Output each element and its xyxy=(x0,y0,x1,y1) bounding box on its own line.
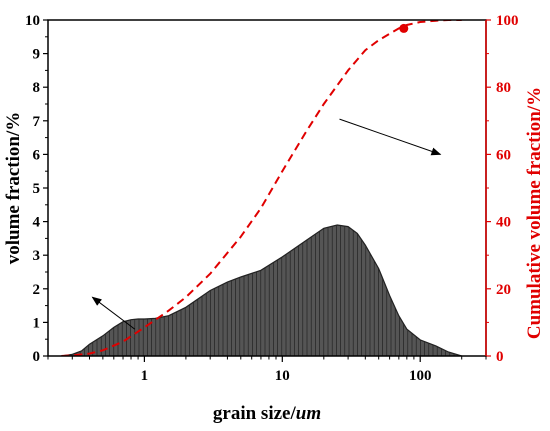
left-tick-label: 9 xyxy=(33,47,41,63)
bottom-axis: 1 10 100 xyxy=(47,356,487,384)
right-tick-label: 100 xyxy=(496,13,519,29)
right-tick-label: 0 xyxy=(496,349,504,365)
left-tick-label: 1 xyxy=(33,315,41,331)
arrow-to-left-axis xyxy=(91,296,136,330)
volume-fraction-area xyxy=(61,224,486,356)
y-axis-title-right: Cumulative volume fraction/% xyxy=(524,87,545,339)
left-tick-label: 2 xyxy=(33,282,41,298)
right-tick-label: 80 xyxy=(496,80,511,96)
left-tick-label: 6 xyxy=(33,147,41,163)
left-tick-label: 10 xyxy=(25,13,40,29)
left-tick-label: 0 xyxy=(33,349,41,365)
bottom-tick-label: 10 xyxy=(275,368,290,384)
left-tick-label: 4 xyxy=(33,215,41,231)
annotation-arrows xyxy=(91,118,442,330)
distribution-fill xyxy=(61,225,462,356)
left-tick-label: 8 xyxy=(33,80,41,96)
cumulative-curve xyxy=(61,20,462,356)
right-tick-label: 60 xyxy=(496,147,511,163)
cumulative-marker xyxy=(399,23,409,33)
left-tick-label: 5 xyxy=(33,181,41,197)
left-axis: 0 1 2 3 4 5 6 7 8 9 10 xyxy=(25,13,48,365)
y-axis-title-left: volume fraction/% xyxy=(3,112,24,265)
left-tick-label: 7 xyxy=(33,114,41,130)
bottom-tick-label: 1 xyxy=(141,368,149,384)
right-axis: 0 20 40 60 80 100 xyxy=(486,13,519,365)
distribution-outline xyxy=(61,224,462,356)
x-axis-title: grain size/um xyxy=(213,403,321,424)
left-tick-label: 3 xyxy=(33,248,41,264)
right-tick-label: 40 xyxy=(496,215,511,231)
bottom-tick-label: 100 xyxy=(409,368,432,384)
arrow-to-right-axis xyxy=(339,118,442,156)
cumulative-line xyxy=(61,20,462,356)
right-tick-label: 20 xyxy=(496,282,511,298)
